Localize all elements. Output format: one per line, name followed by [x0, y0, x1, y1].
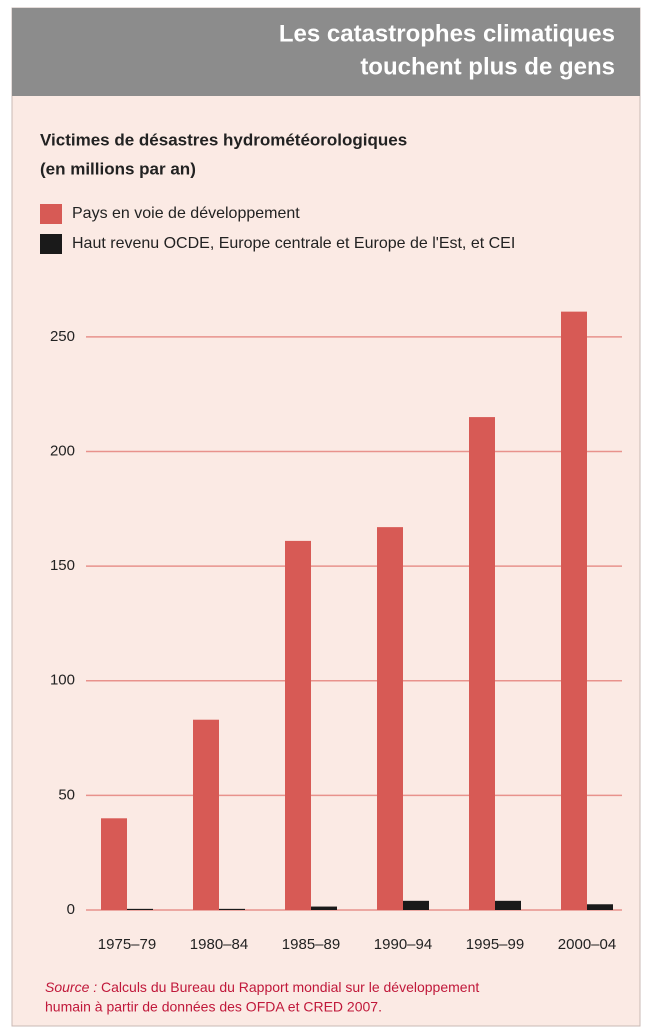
bar	[469, 417, 495, 910]
bar	[101, 818, 127, 910]
y-tick-label: 50	[58, 786, 75, 803]
bar	[219, 908, 245, 910]
legend-swatch	[40, 204, 62, 224]
x-tick-label: 1995–99	[466, 936, 524, 953]
source: Source : Calculs du Bureau du Rapport mo…	[45, 979, 479, 995]
x-tick-label: 2000–04	[558, 936, 616, 953]
bar	[311, 906, 337, 910]
bar	[377, 527, 403, 910]
source-text: humain à partir de données des OFDA et C…	[45, 999, 382, 1015]
bar	[193, 719, 219, 910]
bar	[561, 311, 587, 911]
y-tick-label: 150	[50, 557, 75, 574]
y-tick-label: 0	[67, 901, 75, 918]
x-tick-label: 1985–89	[282, 936, 340, 953]
source-text: Calculs du Bureau du Rapport mondial sur…	[101, 979, 479, 995]
bar	[587, 904, 613, 910]
x-tick-label: 1990–94	[374, 936, 432, 953]
chart-subtitle: Victimes de désastres hydrométéorologiqu…	[40, 130, 407, 149]
bar	[403, 900, 429, 910]
x-tick-label: 1975–79	[98, 936, 156, 953]
y-tick-label: 250	[50, 328, 75, 345]
x-tick-label: 1980–84	[190, 936, 248, 953]
legend-swatch	[40, 234, 62, 254]
chart-title: touchent plus de gens	[360, 53, 615, 80]
bar	[127, 908, 153, 910]
legend-label: Haut revenu OCDE, Europe centrale et Eur…	[72, 235, 515, 252]
bar	[285, 540, 311, 910]
y-tick-label: 100	[50, 672, 75, 689]
source-label: Source :	[45, 979, 97, 995]
chart-title: Les catastrophes climatiques	[279, 20, 615, 47]
y-tick-label: 200	[50, 442, 75, 459]
header	[12, 8, 640, 96]
legend-label: Pays en voie de développement	[72, 205, 300, 222]
chart-subtitle: (en millions par an)	[40, 159, 196, 178]
bar	[495, 900, 521, 910]
